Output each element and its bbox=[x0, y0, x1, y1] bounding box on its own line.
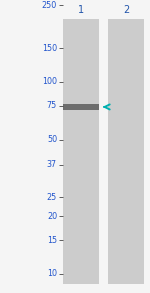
Text: 2: 2 bbox=[123, 5, 129, 15]
Text: 50: 50 bbox=[47, 135, 57, 144]
Text: 100: 100 bbox=[42, 77, 57, 86]
Text: 75: 75 bbox=[47, 101, 57, 110]
Text: 15: 15 bbox=[47, 236, 57, 244]
Text: 150: 150 bbox=[42, 44, 57, 52]
Text: 20: 20 bbox=[47, 212, 57, 221]
Text: 1: 1 bbox=[78, 5, 84, 15]
Bar bbox=[63, 104, 99, 110]
Text: 37: 37 bbox=[47, 160, 57, 169]
Text: 10: 10 bbox=[47, 269, 57, 278]
Text: 25: 25 bbox=[47, 193, 57, 202]
Bar bbox=[63, 19, 99, 284]
Text: 250: 250 bbox=[42, 1, 57, 10]
Bar bbox=[108, 19, 144, 284]
